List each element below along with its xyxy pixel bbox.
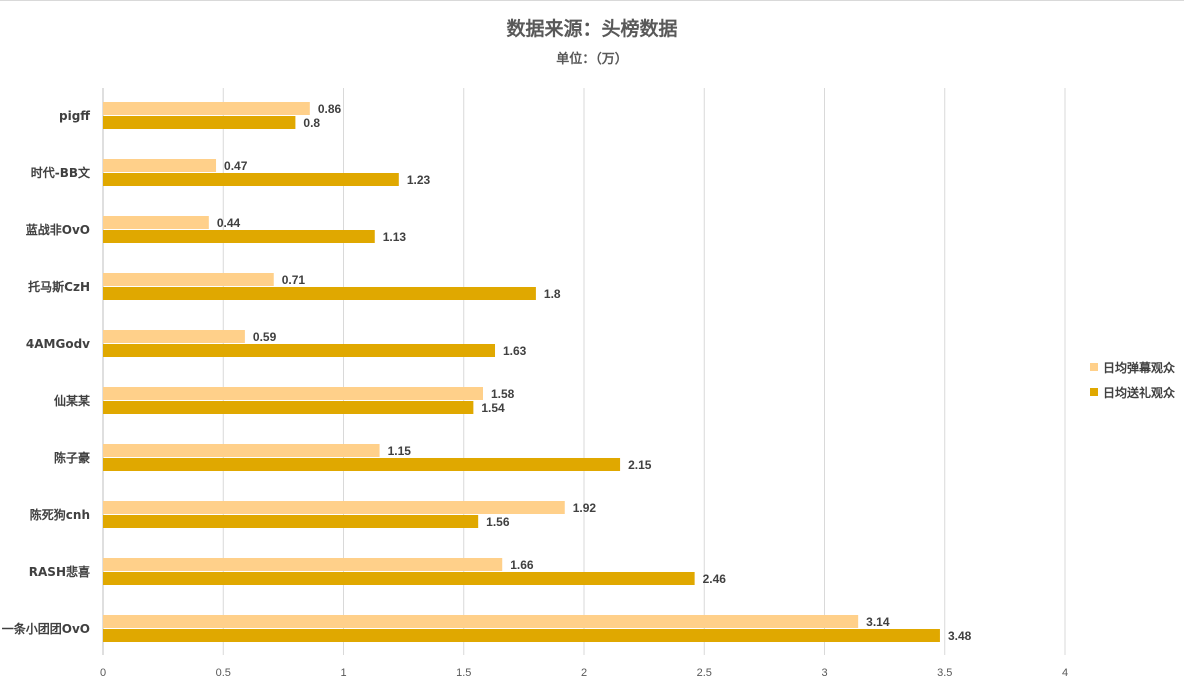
bar-gift bbox=[103, 629, 940, 642]
category-label: 一条小团团OvO bbox=[2, 621, 90, 636]
top-border bbox=[0, 0, 1184, 1]
bar-gift bbox=[103, 287, 536, 300]
x-tick-label: 0.5 bbox=[216, 667, 231, 679]
x-tick-label: 1 bbox=[340, 667, 346, 679]
data-label-gift: 1.8 bbox=[544, 287, 561, 301]
data-label-gift: 1.13 bbox=[383, 230, 407, 244]
data-label-gift: 2.46 bbox=[703, 572, 727, 586]
chart-legend: 日均弹幕观众 日均送礼观众 bbox=[1090, 358, 1175, 408]
data-label-danmu: 0.44 bbox=[217, 216, 241, 230]
category-label: 仙某某 bbox=[54, 393, 91, 408]
category-label: 陈死狗cnh bbox=[30, 507, 90, 522]
bar-danmu bbox=[103, 615, 859, 628]
data-label-danmu: 0.47 bbox=[224, 159, 248, 173]
category-label: 陈子豪 bbox=[54, 450, 90, 465]
legend-swatch-gift bbox=[1090, 388, 1098, 396]
data-label-danmu: 0.71 bbox=[282, 273, 306, 287]
data-label-danmu: 3.14 bbox=[866, 615, 890, 629]
bar-gift bbox=[103, 515, 479, 528]
category-label: 托马斯CzH bbox=[28, 279, 90, 294]
data-label-danmu: 1.92 bbox=[573, 501, 597, 515]
data-label-danmu: 1.58 bbox=[491, 387, 515, 401]
legend-swatch-danmu bbox=[1090, 363, 1098, 371]
bar-gift bbox=[103, 401, 474, 414]
legend-item-danmu: 日均弹幕观众 bbox=[1090, 358, 1175, 376]
x-tick-label: 2.5 bbox=[697, 667, 712, 679]
data-label-gift: 1.63 bbox=[503, 344, 527, 358]
data-label-danmu: 1.66 bbox=[510, 558, 534, 572]
x-tick-label: 0 bbox=[100, 667, 106, 679]
data-label-gift: 0.8 bbox=[303, 116, 320, 130]
bar-danmu bbox=[103, 273, 274, 286]
data-label-danmu: 0.86 bbox=[318, 102, 342, 116]
data-label-gift: 3.48 bbox=[948, 629, 972, 643]
legend-item-gift: 日均送礼观众 bbox=[1090, 383, 1175, 401]
bar-danmu bbox=[103, 387, 483, 400]
data-label-danmu: 1.15 bbox=[388, 444, 412, 458]
bar-danmu bbox=[103, 159, 217, 172]
category-label: 时代-BB文 bbox=[31, 165, 91, 180]
data-label-gift: 1.54 bbox=[481, 401, 505, 415]
bar-gift bbox=[103, 458, 621, 471]
legend-label-danmu: 日均弹幕观众 bbox=[1103, 360, 1176, 375]
bar-danmu bbox=[103, 216, 209, 229]
bar-gift bbox=[103, 572, 695, 585]
bar-danmu bbox=[103, 444, 380, 457]
category-label: RASH悲喜 bbox=[29, 564, 90, 579]
bar-danmu bbox=[103, 102, 310, 115]
data-label-gift: 1.56 bbox=[486, 515, 510, 529]
chart-title: 数据来源：头榜数据 bbox=[506, 18, 678, 40]
bar-gift bbox=[103, 344, 496, 357]
category-label: 4AMGodv bbox=[26, 337, 90, 351]
category-label: pigff bbox=[59, 109, 90, 123]
data-label-gift: 2.15 bbox=[628, 458, 652, 472]
data-label-danmu: 0.59 bbox=[253, 330, 277, 344]
bar-gift bbox=[103, 173, 399, 186]
x-tick-label: 1.5 bbox=[456, 667, 471, 679]
chart-subtitle: 单位：（万） bbox=[556, 52, 628, 67]
bar-danmu bbox=[103, 501, 565, 514]
bar-gift bbox=[103, 230, 375, 243]
data-label-gift: 1.23 bbox=[407, 173, 431, 187]
bar-gift bbox=[103, 116, 296, 129]
x-tick-label: 3.5 bbox=[937, 667, 952, 679]
legend-label-gift: 日均送礼观众 bbox=[1103, 385, 1176, 400]
x-tick-label: 4 bbox=[1062, 667, 1068, 679]
x-tick-label: 3 bbox=[821, 667, 827, 679]
x-tick-label: 2 bbox=[581, 667, 587, 679]
category-label: 蓝战非OvO bbox=[26, 222, 90, 237]
bar-danmu bbox=[103, 558, 503, 571]
bar-danmu bbox=[103, 330, 245, 343]
